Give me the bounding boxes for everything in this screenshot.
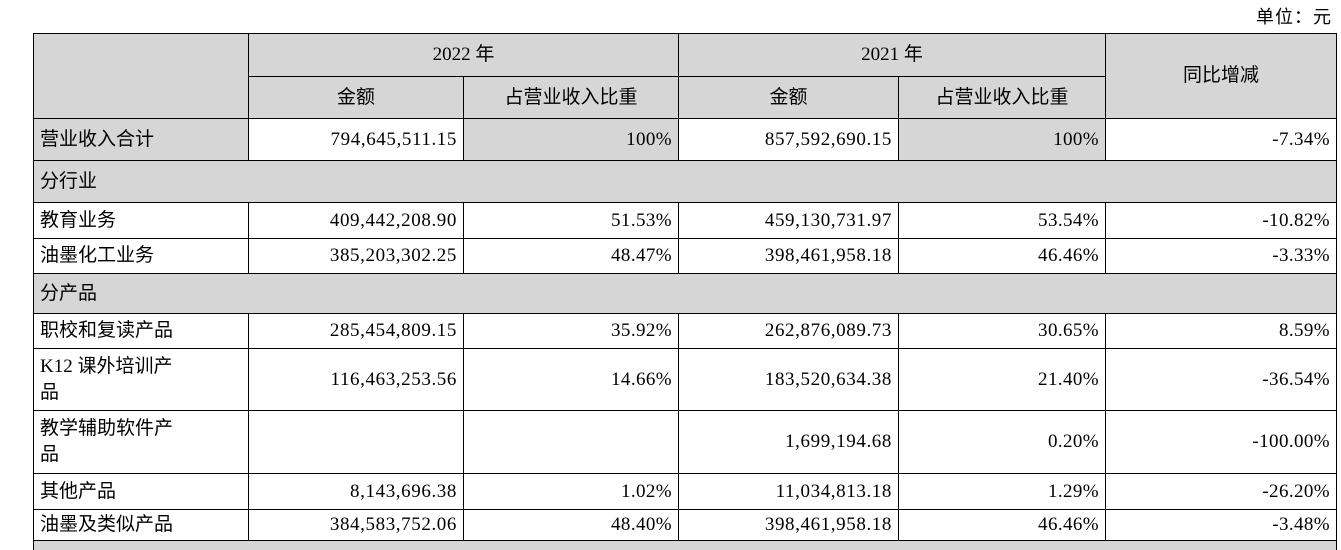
- amount-2022: 384,583,752.06: [248, 509, 464, 541]
- table-row-other-products: 其他产品 8,143,696.38 1.02% 11,034,813.18 1.…: [33, 473, 1338, 510]
- yoy-change: -100.00%: [1105, 410, 1338, 474]
- share-2021: 100%: [898, 118, 1107, 161]
- share-2021: 46.46%: [898, 238, 1107, 274]
- amount-2021: 857,592,690.15: [678, 118, 900, 161]
- yoy-change: -26.20%: [1105, 473, 1338, 510]
- row-label: 教学辅助软件产 品: [33, 410, 249, 474]
- table-row-education: 教育业务 409,442,208.90 51.53% 459,130,731.9…: [33, 202, 1338, 239]
- table-row-clipped-bottom: [32, 539, 1338, 550]
- amount-2021: 398,461,958.18: [678, 238, 900, 274]
- row-label: 油墨化工业务: [33, 238, 249, 274]
- section-label: 分行业: [32, 160, 1338, 203]
- table-row-k12: K12 课外培训产 品 116,463,253.56 14.66% 183,52…: [33, 348, 1338, 411]
- section-label: 分产品: [32, 273, 1338, 314]
- table-row-total-revenue: 营业收入合计 794,645,511.15 100% 857,592,690.1…: [33, 118, 1338, 161]
- row-label: 教育业务: [33, 202, 249, 239]
- share-2021: 21.40%: [898, 348, 1107, 411]
- table-header-row-metrics: 金额 占营业收入比重 金额 占营业收入比重: [34, 76, 1337, 119]
- share-2022: 1.02%: [462, 473, 680, 510]
- table-row-ink-similar: 油墨及类似产品 384,583,752.06 48.40% 398,461,95…: [33, 509, 1338, 541]
- share-2022: 51.53%: [462, 202, 680, 239]
- header-share-2021: 占营业收入比重: [898, 76, 1107, 119]
- yoy-change: -7.34%: [1105, 118, 1338, 161]
- header-share-2022: 占营业收入比重: [462, 76, 680, 119]
- table-row-ink-chemical: 油墨化工业务 385,203,302.25 48.47% 398,461,958…: [33, 238, 1338, 274]
- share-2022: 48.40%: [462, 509, 680, 541]
- amount-2022: 8,143,696.38: [248, 473, 464, 510]
- amount-2021: 183,520,634.38: [678, 348, 900, 411]
- header-yoy: 同比增减: [1105, 33, 1338, 119]
- header-amount-2022: 金额: [248, 76, 464, 119]
- table-section-row-by-industry: 分行业: [32, 160, 1338, 203]
- share-2022: 48.47%: [462, 238, 680, 274]
- row-label: K12 课外培训产 品: [33, 348, 249, 411]
- amount-2021: 398,461,958.18: [678, 509, 900, 541]
- amount-2022: 116,463,253.56: [248, 348, 464, 411]
- yoy-change: -3.33%: [1105, 238, 1338, 274]
- header-year-2021: 2021 年: [678, 33, 1107, 77]
- amount-2022: 285,454,809.15: [248, 313, 464, 349]
- yoy-change: -3.48%: [1105, 509, 1338, 541]
- amount-2021: 262,876,089.73: [678, 313, 900, 349]
- amount-2022: 409,442,208.90: [248, 202, 464, 239]
- amount-2021: 459,130,731.97: [678, 202, 900, 239]
- row-label: 职校和复读产品: [33, 313, 249, 349]
- header-corner-cell: [33, 33, 249, 119]
- yoy-change: 8.59%: [1105, 313, 1338, 349]
- amount-2021: 11,034,813.18: [678, 473, 900, 510]
- table-header-row-years: 2022 年 2021 年 同比增减: [33, 33, 1338, 119]
- share-2022: 14.66%: [462, 348, 680, 411]
- share-2021: 0.20%: [898, 410, 1107, 474]
- header-year-2022: 2022 年: [247, 33, 680, 77]
- share-2022: [462, 410, 680, 474]
- share-2021: 53.54%: [898, 202, 1107, 239]
- clipped-section-cell: [32, 539, 1338, 550]
- share-2021: 30.65%: [898, 313, 1107, 349]
- table-section-row-by-product: 分产品: [32, 273, 1338, 314]
- table-row-teaching-software: 教学辅助软件产 品 1,699,194.68 0.20% -100.00%: [33, 410, 1338, 474]
- yoy-change: -10.82%: [1105, 202, 1338, 239]
- share-2022: 100%: [462, 118, 680, 161]
- yoy-change: -36.54%: [1105, 348, 1338, 411]
- amount-2022: 385,203,302.25: [248, 238, 464, 274]
- share-2021: 46.46%: [898, 509, 1107, 541]
- table-row-vocational: 职校和复读产品 285,454,809.15 35.92% 262,876,08…: [33, 313, 1338, 349]
- row-label: 营业收入合计: [33, 118, 249, 161]
- unit-label: 单位：元: [1256, 7, 1332, 27]
- header-amount-2021: 金额: [678, 76, 900, 119]
- share-2022: 35.92%: [462, 313, 680, 349]
- row-label: 其他产品: [33, 473, 249, 510]
- amount-2022: 794,645,511.15: [248, 118, 464, 161]
- amount-2021: 1,699,194.68: [678, 410, 900, 474]
- amount-2022: [248, 410, 464, 474]
- share-2021: 1.29%: [898, 473, 1107, 510]
- row-label: 油墨及类似产品: [33, 509, 249, 541]
- revenue-breakdown-table: 2022 年 2021 年 同比增减 金额 占营业收入比重 金额 占营业收入比重…: [32, 33, 1338, 550]
